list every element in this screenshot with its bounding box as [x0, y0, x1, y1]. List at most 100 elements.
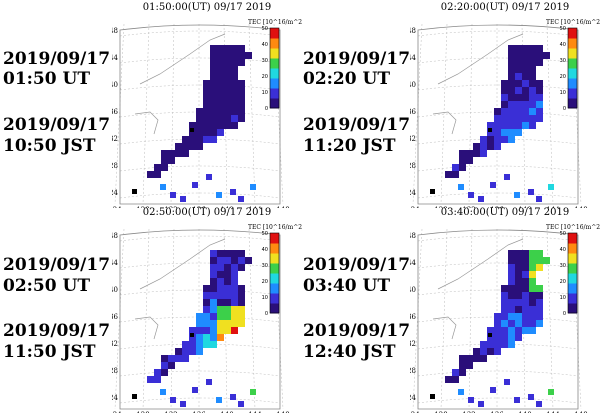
colorbar-tick-label: 20	[262, 74, 268, 80]
colorbar-tick-label: 10	[560, 90, 566, 96]
colorbar-tick-label: 50	[560, 231, 566, 237]
colorbar-segment	[568, 273, 577, 284]
ut-time-3: 02:50 UT	[3, 276, 90, 296]
tec-cell	[494, 136, 501, 143]
tec-cell	[210, 108, 217, 115]
tec-cell	[501, 94, 508, 101]
tec-cell	[224, 122, 231, 129]
tec-cell	[203, 129, 210, 136]
tec-cell	[522, 73, 529, 80]
tec-cell	[468, 192, 474, 198]
tec-cell	[224, 285, 231, 292]
lat-tick-label: 48	[410, 27, 416, 35]
tec-cell	[515, 278, 522, 285]
tec-cell	[522, 115, 529, 122]
colorbar-segment	[270, 88, 279, 99]
ut-date-1: 2019/09/17	[3, 49, 111, 69]
tec-cell	[459, 369, 466, 376]
tec-cell	[231, 87, 238, 94]
tec-cell	[231, 271, 238, 278]
tec-cell	[459, 164, 466, 171]
tec-cell	[508, 313, 515, 320]
tec-cell	[160, 184, 166, 190]
lon-tick-label: 144	[248, 206, 262, 208]
tec-cell	[515, 299, 522, 306]
tec-cell	[494, 320, 501, 327]
tec-cell	[529, 45, 536, 52]
tec-cell	[217, 334, 224, 341]
lon-tick-label: 136	[490, 206, 504, 208]
tec-cell	[182, 150, 189, 157]
tec-cell	[217, 271, 224, 278]
lat-tick-label: 28	[112, 367, 118, 375]
tec-cell	[508, 250, 515, 257]
tec-cell	[217, 278, 224, 285]
colorbar-segment	[270, 78, 279, 89]
tec-cell	[452, 369, 459, 376]
tec-cell	[522, 257, 529, 264]
colorbar-title: TEC [10^16/m^2]	[546, 19, 600, 26]
tec-cell	[217, 59, 224, 66]
tec-cell	[548, 184, 554, 190]
tec-cell	[536, 108, 543, 115]
tec-cell	[501, 292, 508, 299]
lon-tick-label: 140	[518, 206, 531, 208]
tec-cell	[217, 285, 224, 292]
tec-cell	[217, 292, 224, 299]
tec-map-1: 48 44 40 36 32 28 24 124 128 132 136 140 144 148 50 40 3…	[112, 19, 302, 208]
tec-cell	[210, 292, 217, 299]
tec-cell	[206, 379, 212, 385]
tec-cell	[231, 250, 238, 257]
jst-time-3: 11:50 JST	[3, 342, 96, 362]
colorbar-segment	[568, 263, 577, 274]
tec-cell	[217, 313, 224, 320]
tec-cell	[522, 306, 529, 313]
lat-tick-label: 24	[410, 394, 417, 402]
tec-cell	[522, 327, 529, 334]
tec-cell	[501, 101, 508, 108]
tec-cell	[168, 355, 175, 362]
tec-cell	[522, 320, 529, 327]
tec-cell	[196, 129, 203, 136]
tec-cell	[508, 278, 515, 285]
tec-cell	[529, 87, 536, 94]
tec-cell	[501, 320, 508, 327]
tec-cell	[504, 174, 510, 180]
lat-tick-label: 40	[112, 81, 118, 89]
tec-cell	[515, 264, 522, 271]
tec-cell	[515, 327, 522, 334]
tec-cell	[231, 59, 238, 66]
tec-cell	[508, 299, 515, 306]
tec-cell	[515, 313, 522, 320]
tec-cell	[189, 122, 196, 129]
tec-cell	[238, 299, 245, 306]
tec-cell	[529, 108, 536, 115]
tec-cell	[522, 80, 529, 87]
tec-cell	[522, 299, 529, 306]
tec-cell	[168, 157, 175, 164]
lat-tick-label: 48	[112, 232, 118, 240]
lat-tick-label: 36	[112, 313, 119, 321]
tec-cell	[238, 306, 245, 313]
tec-cell	[515, 271, 522, 278]
tec-cell	[515, 87, 522, 94]
tec-cell	[501, 80, 508, 87]
tec-cell	[452, 164, 459, 171]
tec-cell	[196, 136, 203, 143]
tec-cell	[508, 52, 515, 59]
colorbar-segment	[270, 263, 279, 274]
tec-cell	[478, 401, 484, 407]
tec-cell	[224, 271, 231, 278]
tec-cell	[224, 101, 231, 108]
tec-cell	[529, 278, 536, 285]
tec-cell	[459, 150, 466, 157]
tec-cell	[231, 306, 238, 313]
lat-tick-label: 28	[410, 162, 416, 170]
colorbar-tick-label: 50	[560, 26, 566, 32]
lon-tick-label: 148	[574, 206, 587, 208]
tec-cell	[508, 45, 515, 52]
jst-date-4: 2019/09/17	[303, 321, 411, 341]
colorbar-segment	[568, 283, 577, 294]
tec-cell	[529, 250, 536, 257]
tec-cell	[224, 306, 231, 313]
